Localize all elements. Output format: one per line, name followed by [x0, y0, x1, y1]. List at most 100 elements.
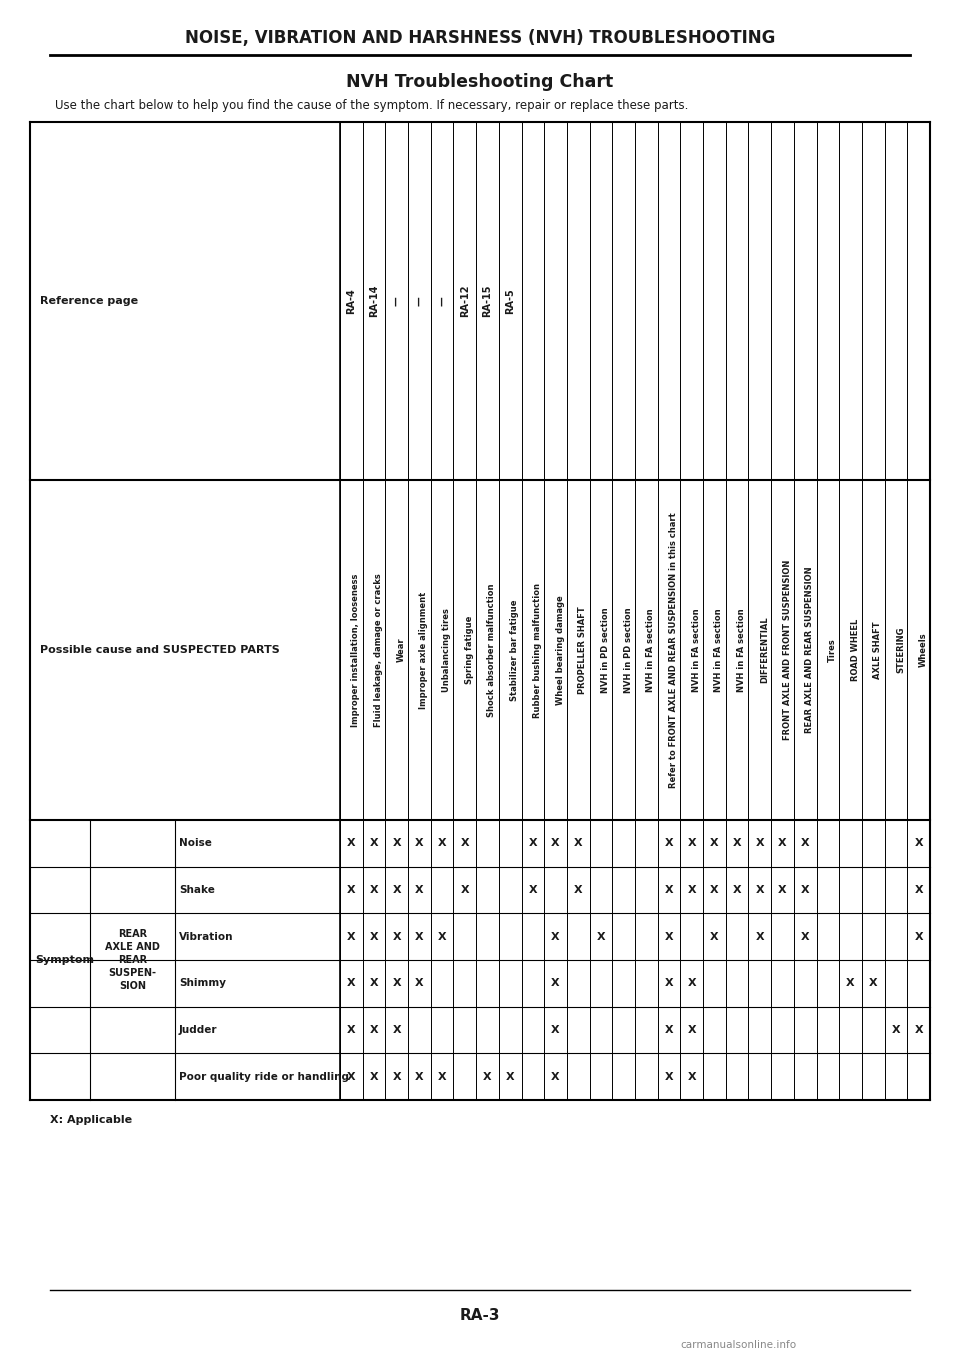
Text: X: X: [393, 838, 401, 849]
Text: Noise: Noise: [179, 838, 212, 849]
Text: REAR
AXLE AND
REAR
SUSPEN-
SION: REAR AXLE AND REAR SUSPEN- SION: [105, 929, 160, 991]
Text: X: X: [664, 978, 673, 989]
Text: RA-15: RA-15: [483, 285, 492, 318]
Text: NVH in FA section: NVH in FA section: [646, 608, 656, 691]
Text: X: X: [732, 885, 741, 895]
Text: carmanualsonline.info: carmanualsonline.info: [680, 1340, 796, 1350]
Text: PROPELLER SHAFT: PROPELLER SHAFT: [578, 606, 588, 694]
Text: X: X: [801, 885, 809, 895]
Text: X: X: [551, 838, 560, 849]
Text: RA-4: RA-4: [347, 288, 356, 314]
Text: X: X: [393, 1025, 401, 1035]
Text: X: X: [529, 885, 538, 895]
Text: RA-3: RA-3: [460, 1308, 500, 1323]
Text: AXLE SHAFT: AXLE SHAFT: [874, 621, 882, 679]
Text: X: X: [370, 1071, 378, 1082]
Text: Wheels: Wheels: [919, 633, 927, 667]
Text: NVH Troubleshooting Chart: NVH Troubleshooting Chart: [347, 73, 613, 91]
Text: —: —: [415, 296, 424, 306]
Text: —: —: [392, 296, 401, 306]
Text: Refer to FRONT AXLE AND REAR SUSPENSION in this chart: Refer to FRONT AXLE AND REAR SUSPENSION …: [669, 512, 678, 788]
Text: X: X: [415, 885, 423, 895]
Text: Shimmy: Shimmy: [179, 978, 226, 989]
Text: X: X: [506, 1071, 515, 1082]
Text: X: X: [370, 885, 378, 895]
Text: Shake: Shake: [179, 885, 215, 895]
Text: X: X: [415, 932, 423, 941]
Text: X: X: [664, 1071, 673, 1082]
Text: DIFFERENTIAL: DIFFERENTIAL: [759, 617, 769, 683]
Text: X: X: [461, 838, 469, 849]
Text: X: X: [370, 932, 378, 941]
Text: X: X: [869, 978, 877, 989]
Text: ROAD WHEEL: ROAD WHEEL: [851, 619, 859, 682]
Text: Improper installation, looseness: Improper installation, looseness: [351, 573, 360, 727]
Text: Unbalancing tires: Unbalancing tires: [443, 608, 451, 693]
Text: X: X: [664, 838, 673, 849]
Text: X: X: [687, 978, 696, 989]
Text: RA-14: RA-14: [369, 285, 379, 318]
Text: X: X: [529, 838, 538, 849]
Text: X: X: [914, 932, 923, 941]
Text: X: X: [347, 1025, 355, 1035]
Text: X: X: [438, 932, 446, 941]
Text: Judder: Judder: [179, 1025, 218, 1035]
Text: X: X: [847, 978, 855, 989]
Text: Use the chart below to help you find the cause of the symptom. If necessary, rep: Use the chart below to help you find the…: [55, 99, 688, 111]
Text: —: —: [437, 296, 447, 306]
Text: NVH in FA section: NVH in FA section: [737, 608, 746, 691]
Text: X: X: [438, 1071, 446, 1082]
Text: Wheel bearing damage: Wheel bearing damage: [556, 595, 564, 705]
Text: X: X: [801, 838, 809, 849]
Text: Possible cause and SUSPECTED PARTS: Possible cause and SUSPECTED PARTS: [40, 645, 279, 655]
Text: Symptom: Symptom: [35, 955, 94, 966]
Text: X: X: [347, 885, 355, 895]
Text: X: X: [415, 978, 423, 989]
Text: X: X: [597, 932, 605, 941]
Text: X: X: [393, 932, 401, 941]
Text: X: X: [347, 932, 355, 941]
Text: X: X: [779, 885, 787, 895]
Text: X: X: [664, 932, 673, 941]
Text: X: X: [710, 932, 719, 941]
Text: X: X: [687, 1071, 696, 1082]
Text: X: X: [914, 885, 923, 895]
Text: Wear: Wear: [396, 638, 406, 663]
Text: X: Applicable: X: Applicable: [50, 1115, 132, 1124]
Text: X: X: [756, 932, 764, 941]
Text: X: X: [347, 1071, 355, 1082]
Text: X: X: [370, 838, 378, 849]
Text: X: X: [461, 885, 469, 895]
Text: X: X: [393, 978, 401, 989]
Text: X: X: [732, 838, 741, 849]
Text: X: X: [779, 838, 787, 849]
Text: X: X: [687, 1025, 696, 1035]
Text: Improper axle alignment: Improper axle alignment: [420, 591, 428, 709]
Text: X: X: [574, 885, 583, 895]
Text: NVH in PD section: NVH in PD section: [601, 607, 610, 693]
Text: X: X: [710, 838, 719, 849]
Text: Rubber bushing malfunction: Rubber bushing malfunction: [533, 583, 541, 717]
Text: Stabilizer bar fatigue: Stabilizer bar fatigue: [510, 599, 519, 701]
Text: Fluid leakage, damage or cracks: Fluid leakage, damage or cracks: [374, 573, 383, 727]
Text: X: X: [687, 838, 696, 849]
Text: X: X: [551, 1071, 560, 1082]
Text: NVH in FA section: NVH in FA section: [692, 608, 701, 691]
Text: X: X: [551, 932, 560, 941]
Text: NVH in PD section: NVH in PD section: [624, 607, 633, 693]
Text: FRONT AXLE AND FRONT SUSPENSION: FRONT AXLE AND FRONT SUSPENSION: [782, 559, 791, 740]
Text: X: X: [664, 885, 673, 895]
Text: X: X: [483, 1071, 492, 1082]
Text: X: X: [438, 838, 446, 849]
Text: X: X: [914, 838, 923, 849]
Text: Spring fatigue: Spring fatigue: [465, 615, 474, 684]
Text: Shock absorber malfunction: Shock absorber malfunction: [488, 583, 496, 717]
Text: X: X: [393, 885, 401, 895]
Text: X: X: [574, 838, 583, 849]
Text: NVH in FA section: NVH in FA section: [714, 608, 724, 691]
Text: X: X: [551, 1025, 560, 1035]
Text: NOISE, VIBRATION AND HARSHNESS (NVH) TROUBLESHOOTING: NOISE, VIBRATION AND HARSHNESS (NVH) TRO…: [185, 29, 775, 48]
Text: RA-5: RA-5: [505, 288, 516, 314]
Text: X: X: [756, 838, 764, 849]
Text: X: X: [756, 885, 764, 895]
